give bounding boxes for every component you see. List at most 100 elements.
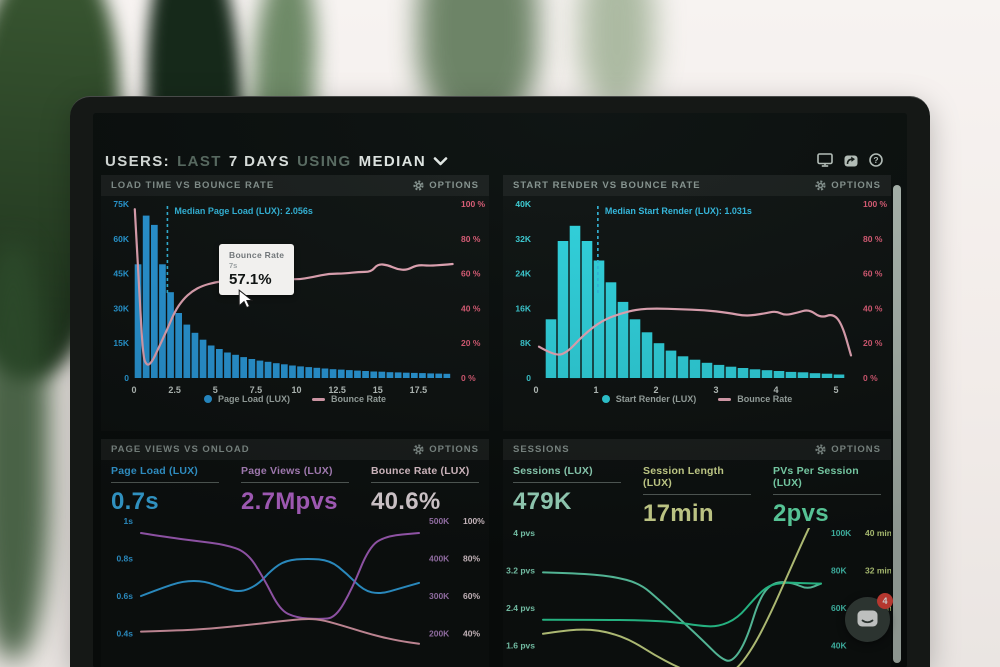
svg-text:1s: 1s	[124, 516, 134, 526]
header-7days: 7 DAYS	[228, 152, 291, 170]
svg-text:Median Page Load (LUX): 2.056s: Median Page Load (LUX): 2.056s	[174, 206, 313, 216]
options-button[interactable]: OPTIONS	[815, 180, 881, 191]
svg-text:4: 4	[773, 385, 778, 395]
svg-text:8K: 8K	[520, 338, 532, 348]
header-last: LAST	[177, 152, 222, 170]
svg-text:3: 3	[713, 385, 718, 395]
svg-text:300K: 300K	[429, 591, 450, 601]
svg-text:Median Start Render (LUX): 1.0: Median Start Render (LUX): 1.031s	[605, 206, 752, 216]
svg-text:0: 0	[533, 385, 538, 395]
notification-badge: 4	[877, 593, 893, 609]
header-using: USING	[297, 152, 352, 170]
help-icon[interactable]: ?	[869, 153, 883, 167]
svg-text:1.6 pvs: 1.6 pvs	[506, 641, 535, 651]
svg-text:0 %: 0 %	[863, 373, 878, 383]
svg-text:40K: 40K	[831, 641, 847, 651]
svg-text:60%: 60%	[463, 591, 480, 601]
metric-bounce-rate: Bounce Rate (LUX) 40.6%	[371, 465, 479, 516]
header-median: MEDIAN	[358, 152, 427, 170]
chart-tooltip: Bounce Rate 7s 57.1%	[219, 244, 295, 295]
scrollbar[interactable]	[893, 185, 901, 663]
load-time-chart[interactable]: Median Page Load (LUX): 2.056s 75K 60K 45K 3…	[101, 196, 489, 404]
svg-text:24K: 24K	[515, 269, 531, 279]
series-swatch	[601, 395, 610, 403]
svg-text:0: 0	[124, 373, 129, 383]
series-line[interactable]	[542, 571, 822, 662]
svg-text:80K: 80K	[831, 566, 847, 576]
svg-text:5: 5	[213, 385, 218, 395]
share-icon[interactable]	[844, 154, 858, 167]
metric-session-length: Session Length (LUX) 17min	[643, 465, 751, 528]
svg-text:500K: 500K	[429, 516, 450, 526]
series-line[interactable]	[140, 618, 420, 645]
svg-text:100 %: 100 %	[863, 199, 888, 209]
svg-text:60K: 60K	[113, 234, 129, 244]
plant-leaf	[580, 0, 654, 110]
laptop-bezel: USERS: LAST 7 DAYS USING MEDIAN ?	[70, 96, 930, 667]
panel-title: START RENDER VS BOUNCE RATE	[513, 180, 701, 191]
svg-text:15K: 15K	[113, 338, 129, 348]
svg-text:30K: 30K	[113, 303, 129, 313]
svg-text:0: 0	[526, 373, 531, 383]
panel-page-views: PAGE VIEWS VS ONLOAD OPTIONS Page Load (…	[101, 439, 489, 667]
svg-text:100%: 100%	[463, 516, 485, 526]
panel-load-time: LOAD TIME VS BOUNCE RATE OPTIONS Median …	[101, 175, 489, 431]
legend: Page Load (LUX) Bounce Rate	[101, 394, 489, 404]
svg-text:20 %: 20 %	[863, 338, 883, 348]
svg-text:4 pvs: 4 pvs	[513, 528, 535, 538]
svg-text:80 %: 80 %	[863, 234, 883, 244]
svg-text:32 min: 32 min	[865, 566, 891, 576]
series-swatch	[718, 397, 732, 401]
svg-text:32K: 32K	[515, 234, 531, 244]
users-period-dropdown[interactable]: USERS: LAST 7 DAYS USING MEDIAN	[105, 149, 448, 173]
svg-text:7.5: 7.5	[250, 385, 263, 395]
sessions-chart[interactable]: 4 pvs 3.2 pvs 2.4 pvs 1.6 pvs 100K 40 min 80K 3…	[503, 513, 892, 667]
svg-text:0.4s: 0.4s	[116, 629, 133, 639]
svg-text:2: 2	[653, 385, 658, 395]
svg-text:40K: 40K	[515, 199, 531, 209]
options-button[interactable]: OPTIONS	[815, 444, 881, 455]
series-line[interactable]	[542, 581, 822, 628]
series-line[interactable]	[542, 513, 817, 667]
start-render-chart[interactable]: Median Start Render (LUX): 1.031s 40K 32K 2…	[503, 196, 891, 404]
bars[interactable]	[134, 215, 451, 378]
legend: Start Render (LUX) Bounce Rate	[503, 394, 891, 404]
metric-row: Page Load (LUX) 0.7s Page Views (LUX) 2.…	[101, 460, 489, 516]
mouse-cursor-icon	[238, 289, 253, 309]
page-views-chart[interactable]: 1s 0.8s 0.6s 0.4s 500K 100% 400K 80% 300K 60% 200K…	[101, 516, 489, 667]
gear-icon	[815, 444, 826, 455]
svg-text:17.5: 17.5	[410, 385, 428, 395]
header-users: USERS:	[105, 152, 171, 170]
svg-text:40 %: 40 %	[461, 303, 481, 313]
metric-pvs-per-session: PVs Per Session (LUX) 2pvs	[773, 465, 881, 528]
metric-page-views: Page Views (LUX) 2.7Mpvs	[241, 465, 349, 516]
svg-text:40%: 40%	[463, 629, 480, 639]
svg-text:5: 5	[833, 385, 838, 395]
laptop-screen: USERS: LAST 7 DAYS USING MEDIAN ?	[93, 113, 907, 667]
series-line[interactable]	[140, 557, 420, 597]
metric-row: Sessions (LUX) 479K Session Length (LUX)…	[503, 460, 891, 528]
svg-text:60 %: 60 %	[461, 269, 481, 279]
svg-text:40 %: 40 %	[863, 303, 883, 313]
chat-icon	[857, 610, 878, 627]
bars[interactable]	[545, 225, 845, 379]
svg-text:80%: 80%	[463, 554, 480, 564]
series-line[interactable]	[140, 532, 420, 620]
svg-text:2.5: 2.5	[168, 385, 181, 395]
metric-page-load: Page Load (LUX) 0.7s	[111, 465, 219, 516]
svg-text:3.2 pvs: 3.2 pvs	[506, 566, 535, 576]
svg-text:45K: 45K	[113, 269, 129, 279]
svg-text:16K: 16K	[515, 303, 531, 313]
svg-text:80 %: 80 %	[461, 234, 481, 244]
panel-start-render: START RENDER VS BOUNCE RATE OPTIONS Medi…	[503, 175, 891, 431]
gear-icon	[413, 444, 424, 455]
svg-text:100 %: 100 %	[461, 199, 486, 209]
series-swatch	[203, 395, 212, 403]
options-button[interactable]: OPTIONS	[413, 444, 479, 455]
display-icon[interactable]	[817, 153, 833, 167]
chat-launcher-button[interactable]: 4	[845, 593, 893, 642]
panel-title: PAGE VIEWS VS ONLOAD	[111, 444, 250, 455]
panel-title: SESSIONS	[513, 444, 570, 455]
options-button[interactable]: OPTIONS	[413, 180, 479, 191]
bounce-rate-line	[537, 307, 853, 357]
